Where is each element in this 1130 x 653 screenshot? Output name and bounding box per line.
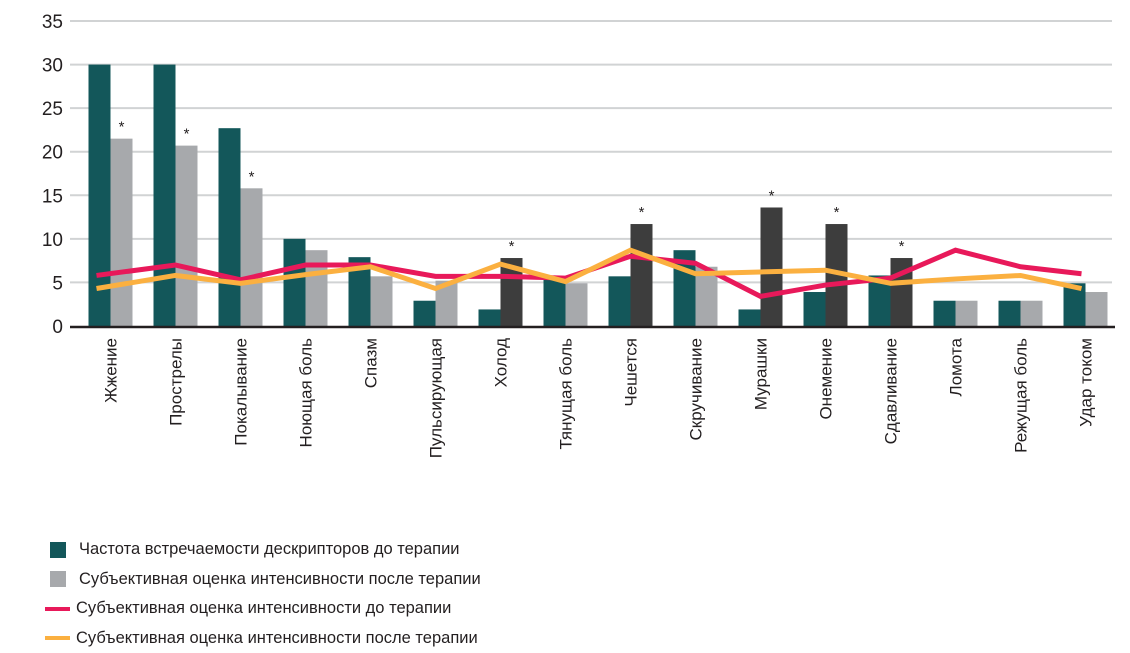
legend-item-intensity-after-line: Субъективная оценка интенсивности после … [50,624,481,653]
bar-freq-before [804,292,826,326]
bar-intensity-after [176,146,198,326]
bar-freq-before [479,309,501,326]
y-tick-label: 15 [42,186,63,207]
significance-star: * [509,238,515,255]
x-tick-label: Сдавливание [882,338,901,444]
legend-swatch-teal [50,542,66,558]
x-tick-label: Ноющая боль [297,338,316,448]
y-tick-label: 10 [42,230,63,251]
x-tick-label: Пульсирующая [427,338,446,458]
legend-item-freq-before: Частота встречаемости дескрипторов до те… [50,535,481,565]
significance-star: * [899,238,905,255]
bar-freq-before [284,239,306,326]
bar-intensity-after [1021,301,1043,326]
legend-label: Частота встречаемости дескрипторов до те… [79,540,460,559]
y-tick-label: 0 [52,317,63,338]
significance-star: * [119,119,125,136]
significance-star: * [184,126,190,143]
bar-freq-before [154,65,176,326]
x-tick-label: Удар током [1077,338,1096,427]
significance-star: * [249,168,255,185]
bar-freq-before [414,301,436,326]
bar-intensity-after [631,224,653,326]
bar-intensity-after [761,207,783,326]
legend-line-orange [45,636,70,640]
bar-intensity-after [956,301,978,326]
y-tick-label: 30 [42,56,63,77]
x-tick-label: Холод [492,338,511,387]
significance-star: * [834,204,840,221]
bar-freq-before [934,301,956,326]
combo-chart: 0 5 10 15 20 25 30 35 * * * * * * * * Жжение Прострелы П… [0,0,1130,530]
x-tick-label: Режущая боль [1012,338,1031,453]
y-tick-label: 25 [42,99,63,120]
bar-freq-before [999,301,1021,326]
legend-label: Субъективная оценка интенсивности до тер… [76,599,451,618]
x-tick-label: Мурашки [752,338,771,410]
y-tick-label: 20 [42,143,63,164]
x-tick-label: Ломота [947,337,966,396]
bar-intensity-after [241,188,263,326]
x-tick-label: Прострелы [167,338,186,426]
x-tick-label: Скручивание [687,338,706,440]
x-tick-label: Спазм [362,338,381,388]
bar-intensity-after [566,283,588,326]
x-tick-label: Покалывание [232,338,251,446]
legend-label: Субъективная оценка интенсивности после … [76,629,478,648]
bar-intensity-after [111,139,133,326]
bar-freq-before [219,128,241,326]
y-axis-ticks: 0 5 10 15 20 25 30 35 [42,12,63,338]
x-axis-ticks: Жжение Прострелы Покалывание Ноющая боль Спа… [102,337,1096,458]
x-tick-label: Онемение [817,338,836,420]
bar-freq-before [609,276,631,326]
legend-swatch-gray [50,571,66,587]
bar-freq-before [544,277,566,326]
x-tick-label: Чешется [622,338,641,407]
bar-freq-before [1064,283,1086,326]
bar-intensity-after [1086,292,1108,326]
legend-label: Субъективная оценка интенсивности после … [79,570,481,589]
bar-intensity-after [371,276,393,326]
x-tick-label: Тянущая боль [557,338,576,450]
significance-star: * [639,204,645,221]
legend-item-intensity-before-line: Субъективная оценка интенсивности до тер… [50,594,481,624]
y-tick-label: 5 [52,273,63,294]
legend-line-red [45,607,70,611]
significance-star: * [769,187,775,204]
y-tick-label: 35 [42,12,63,33]
legend: Частота встречаемости дескрипторов до те… [50,535,481,653]
x-tick-label: Жжение [102,338,121,403]
bar-freq-before [739,309,761,326]
bar-intensity-after [306,250,328,326]
legend-item-intensity-after-bar: Субъективная оценка интенсивности после … [50,565,481,595]
